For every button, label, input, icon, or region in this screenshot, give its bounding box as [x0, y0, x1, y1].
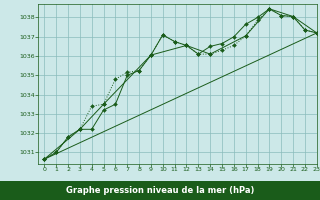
Text: Graphe pression niveau de la mer (hPa): Graphe pression niveau de la mer (hPa): [66, 186, 254, 195]
